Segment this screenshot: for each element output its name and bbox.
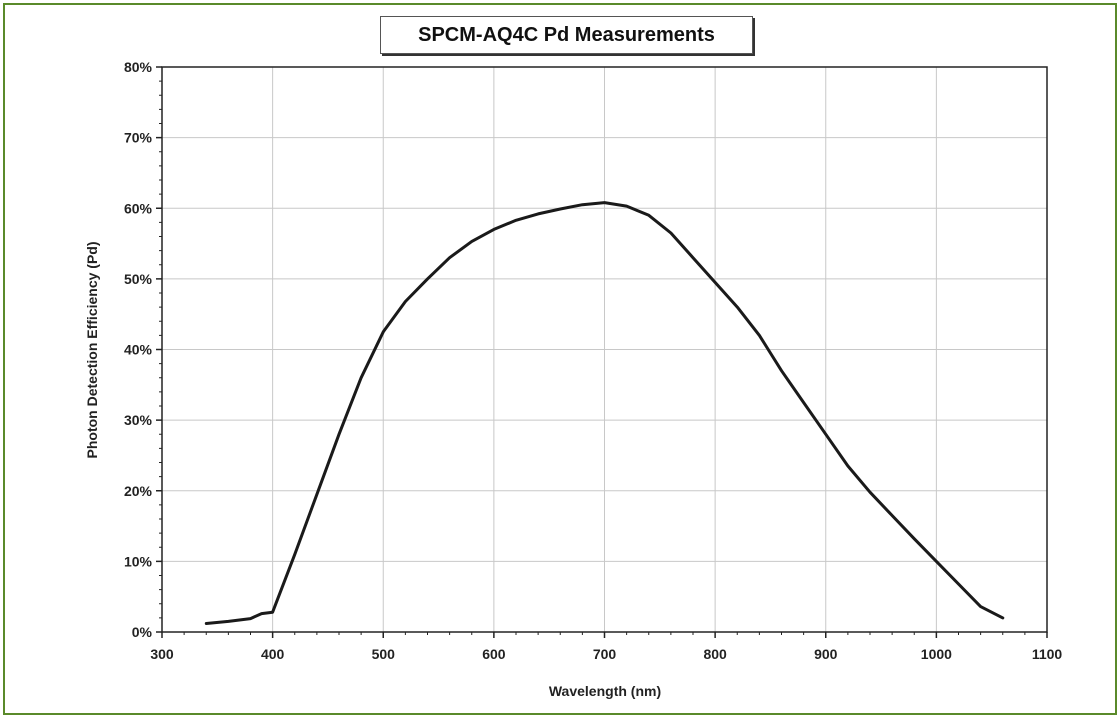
x-tick-label: 500	[372, 646, 396, 662]
axis-ticks	[156, 66, 1048, 638]
chart-title: SPCM-AQ4C Pd Measurements	[380, 16, 753, 54]
x-tick-label: 1100	[1032, 646, 1063, 662]
y-tick-label: 30%	[124, 412, 153, 428]
y-tick-label: 60%	[124, 200, 153, 216]
x-tick-label: 700	[593, 646, 617, 662]
x-tick-label: 300	[150, 646, 174, 662]
x-tick-label: 900	[814, 646, 838, 662]
minor-ticks	[159, 80, 1026, 635]
x-tick-label: 1000	[921, 646, 952, 662]
y-tick-label: 50%	[124, 271, 153, 287]
grid-lines	[162, 67, 1047, 632]
y-tick-label: 10%	[124, 553, 153, 569]
x-tick-label: 600	[482, 646, 506, 662]
y-tick-label: 20%	[124, 483, 153, 499]
tick-labels: 300 400 500 600 700 800 900 1000 1100 0% 10% 20% 30%…	[124, 59, 1062, 662]
y-tick-label: 40%	[124, 342, 153, 358]
series-layer	[204, 201, 1005, 625]
x-axis-label: Wavelength (nm)	[549, 683, 661, 699]
y-tick-label: 0%	[132, 624, 153, 640]
x-tick-label: 800	[703, 646, 727, 662]
y-tick-label: 70%	[124, 130, 153, 146]
x-tick-label: 400	[261, 646, 285, 662]
y-axis-label: Photon Detection Efficiency (Pd)	[84, 241, 100, 458]
series-line	[204, 201, 1005, 625]
y-tick-label: 80%	[124, 59, 153, 75]
